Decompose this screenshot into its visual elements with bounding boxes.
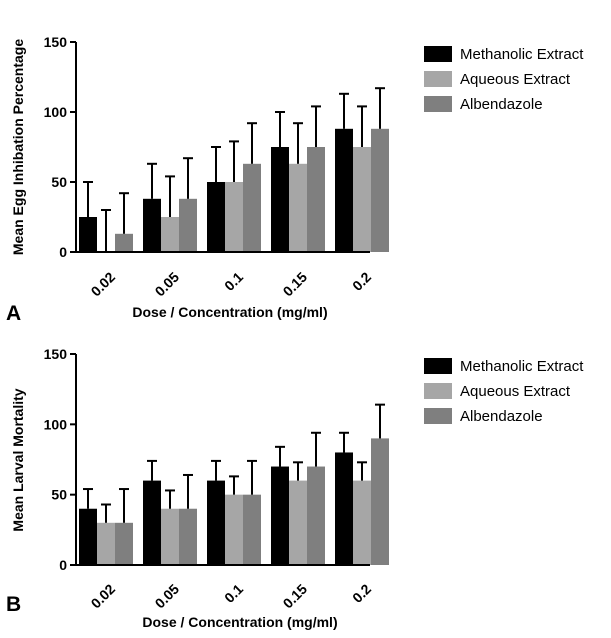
x-tick-label: 0.05 (152, 269, 183, 300)
x-tick-label: 0.15 (280, 269, 311, 300)
legend-swatch (424, 383, 452, 399)
x-tick-label: 0.02 (88, 581, 119, 612)
y-tick-label: 0 (59, 557, 67, 573)
y-tick-label: 50 (51, 174, 67, 190)
x-axis-title: Dose / Concentration (mg/ml) (132, 304, 327, 320)
bar (371, 438, 389, 565)
legend-label: Aqueous Extract (460, 71, 571, 88)
bar (225, 494, 243, 565)
panel-label-a: A (6, 302, 21, 325)
legend-label: Albendazole (460, 96, 543, 113)
bar (207, 182, 225, 252)
legend: Methanolic Extract Aqueous Extract Albenda… (424, 46, 584, 113)
bar (243, 494, 261, 565)
legend-swatch (424, 408, 452, 424)
y-tick-label: 100 (44, 416, 68, 432)
y-tick-group: 0 50 100 150 (44, 34, 76, 260)
bar (243, 163, 261, 252)
panel-label-b: B (6, 593, 21, 616)
bar (353, 147, 371, 252)
x-tick-label: 0.02 (88, 269, 119, 300)
legend-label: Methanolic Extract (460, 46, 584, 63)
bar (161, 217, 179, 252)
error-bar-group (83, 87, 385, 252)
bar (353, 480, 371, 565)
legend-label: Albendazole (460, 408, 543, 425)
error-bar-group (83, 403, 385, 523)
chart-panel-a: 0 50 100 150 0.02 0.05 0.1 0.15 0.2 Mean Egg In… (6, 34, 584, 325)
bar (271, 466, 289, 565)
bar (79, 508, 97, 565)
y-axis-title: Mean Egg Inhibation Percentage (10, 39, 26, 255)
x-tick-label: 0.15 (280, 581, 311, 612)
legend-swatch (424, 358, 452, 374)
x-tick-group: 0.02 0.05 0.1 0.15 0.2 (88, 269, 375, 300)
x-tick-label: 0.1 (221, 581, 246, 606)
y-tick-label: 150 (44, 346, 68, 362)
bar (289, 163, 307, 252)
bar (335, 452, 353, 565)
legend-label: Aqueous Extract (460, 383, 571, 400)
bar (307, 466, 325, 565)
bar (161, 508, 179, 565)
x-tick-label: 0.2 (349, 581, 374, 606)
bar (143, 198, 161, 252)
legend-swatch (424, 96, 452, 112)
legend: Methanolic Extract Aqueous Extract Albenda… (424, 358, 584, 425)
bar (225, 182, 243, 252)
x-tick-label: 0.1 (221, 269, 246, 294)
bar (115, 233, 133, 252)
bar (143, 480, 161, 565)
x-tick-group: 0.02 0.05 0.1 0.15 0.2 (88, 581, 375, 612)
bar (179, 198, 197, 252)
bar (371, 128, 389, 252)
legend-swatch (424, 46, 452, 62)
bar (271, 147, 289, 252)
y-axis-title: Mean Larval Mortality (10, 388, 26, 531)
chart-panel-b: 0 50 100 150 0.02 0.05 0.1 0.15 0.2 Mean Larval… (6, 346, 584, 630)
bar-group (79, 128, 389, 252)
y-tick-group: 0 50 100 150 (44, 346, 76, 573)
bar-group (79, 438, 389, 565)
bar (307, 147, 325, 252)
y-tick-label: 150 (44, 34, 68, 50)
bar (335, 128, 353, 252)
y-tick-label: 50 (51, 487, 67, 503)
bar (207, 480, 225, 565)
x-axis-title: Dose / Concentration (mg/ml) (142, 614, 337, 630)
x-tick-label: 0.05 (152, 581, 183, 612)
bar (115, 522, 133, 565)
bar (97, 522, 115, 565)
bar (289, 480, 307, 565)
bar (179, 508, 197, 565)
y-tick-label: 0 (59, 244, 67, 260)
legend-swatch (424, 71, 452, 87)
x-tick-label: 0.2 (349, 269, 374, 294)
y-tick-label: 100 (44, 104, 68, 120)
bar (79, 217, 97, 252)
legend-label: Methanolic Extract (460, 358, 584, 375)
